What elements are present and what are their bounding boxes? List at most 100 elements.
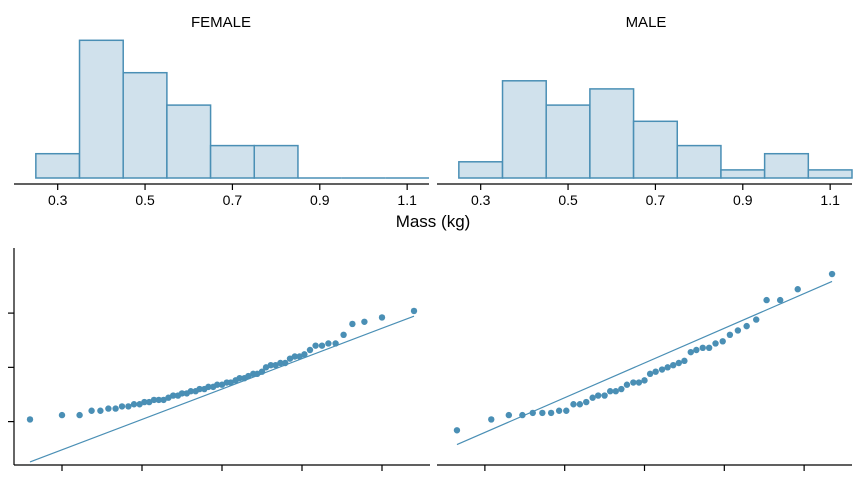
qq-female-point: [218, 381, 226, 388]
histogram-male-bar: [458, 161, 504, 179]
qq-female-points: [26, 307, 418, 423]
qq-male-point: [618, 385, 625, 393]
qq-female-point: [332, 340, 339, 347]
qq-male-point: [705, 344, 713, 352]
qq-female-point: [165, 394, 172, 401]
qq-male-point: [595, 392, 602, 399]
histogram-male-bar: [676, 144, 722, 179]
histogram-male-bar: [763, 152, 810, 179]
qq-female-point: [410, 307, 418, 315]
qq-male-point: [570, 401, 577, 408]
x-axis-title: Mass (kg): [396, 212, 471, 231]
qq-male-point: [612, 388, 619, 395]
qq-female-point: [112, 405, 119, 412]
qq-female-point: [312, 342, 319, 349]
qq-female-point: [97, 407, 104, 414]
qq-male-point: [563, 407, 570, 414]
qq-male-point: [601, 392, 608, 399]
histogram-male-bar: [720, 169, 766, 179]
qq-male-point: [753, 316, 760, 323]
qq-male-point: [589, 394, 596, 401]
qq-female-point: [76, 411, 83, 419]
qq-male-point: [630, 379, 637, 386]
qq-female-point: [227, 379, 234, 386]
histogram-male: MALE 0.3 0.5 0.7 0.9 1.1: [437, 14, 853, 208]
histogram-male-bar: [501, 80, 547, 179]
qq-female-point: [196, 385, 203, 393]
qq-male-point: [763, 296, 770, 304]
qq-female-point: [146, 398, 153, 406]
qq-female-point: [258, 368, 266, 375]
qq-female-point: [245, 372, 252, 380]
qq-female-reference-line: [29, 315, 415, 463]
qq-female-point: [136, 401, 143, 408]
qq-male-point: [539, 409, 546, 417]
panel-title-female: FEMALE: [191, 14, 251, 31]
qq-male-point: [687, 348, 694, 356]
qq-male-point: [488, 416, 495, 423]
histogram-female-bar: [78, 39, 124, 179]
histogram-female-tick-label: 0.3: [48, 192, 68, 208]
histogram-female-tick-label: 1.1: [397, 192, 417, 208]
qq-male-point: [743, 322, 750, 330]
histogram-male-tick-label: 1.1: [820, 192, 840, 208]
qq-female-point: [214, 381, 221, 388]
histogram-female-tick-label: 0.5: [135, 192, 155, 208]
qq-male-point: [555, 407, 563, 414]
qq-female-point: [325, 340, 332, 347]
qq-male-point: [670, 361, 677, 369]
qq-male-point: [658, 366, 666, 373]
qq-female-point: [26, 416, 34, 423]
qq-male-points: [453, 270, 836, 434]
histogram-male-bar: [545, 104, 591, 179]
qq-male-point: [453, 427, 461, 434]
qq-male-point: [794, 286, 801, 293]
histogram-female-tick-label: 0.9: [310, 192, 330, 208]
qq-female-point: [306, 346, 314, 354]
qq-female-point: [272, 361, 279, 369]
qq-female-point: [118, 403, 126, 410]
qq-female-point: [88, 407, 95, 414]
qq-female-point: [130, 401, 138, 408]
qq-female-point: [105, 405, 112, 412]
qq-male-point: [693, 346, 700, 354]
histogram-female: FEMALE 0.3 0.5 0.7 0.9 1.1: [14, 14, 429, 208]
histogram-female-bar: [209, 144, 256, 179]
qq-female-point: [262, 364, 270, 371]
qq-plot-female: [8, 248, 430, 471]
qq-male-point: [675, 359, 683, 367]
histogram-female-bar: [122, 71, 168, 179]
qq-female-point: [349, 320, 356, 328]
qq-female-point: [236, 375, 243, 382]
qq-male-point: [712, 340, 719, 347]
qq-female-point: [340, 331, 347, 338]
qq-female-point: [291, 353, 298, 360]
qq-male-point: [623, 381, 631, 388]
qq-female-point: [277, 359, 284, 367]
qq-female-ticks: [8, 312, 383, 471]
qq-male-point: [646, 370, 654, 378]
histogram-male-bars: [458, 80, 853, 179]
qq-male-reference-line-group: [456, 280, 833, 446]
qq-female-point: [170, 392, 177, 399]
qq-female-point: [178, 390, 186, 397]
qq-female-point: [187, 388, 194, 395]
panel-title-male: MALE: [626, 14, 667, 31]
qq-male-point: [505, 411, 513, 419]
qq-male-point: [734, 327, 742, 334]
histogram-male-tick-label: 0.3: [471, 192, 491, 208]
qq-plot-male: [437, 270, 852, 471]
qq-male-point: [664, 364, 671, 371]
qq-female-point: [296, 353, 303, 360]
qq-male-ticks: [484, 465, 805, 471]
qq-male-point: [699, 344, 706, 352]
qq-male-point: [719, 338, 726, 345]
qq-male-point: [547, 409, 555, 417]
qq-male-point: [583, 398, 590, 406]
histogram-female-ticks: 0.3 0.5 0.7 0.9 1.1: [48, 184, 417, 208]
qq-female-point: [160, 396, 167, 404]
qq-male-point: [519, 411, 526, 419]
qq-male-point: [681, 357, 688, 365]
qq-female-point: [58, 411, 66, 419]
